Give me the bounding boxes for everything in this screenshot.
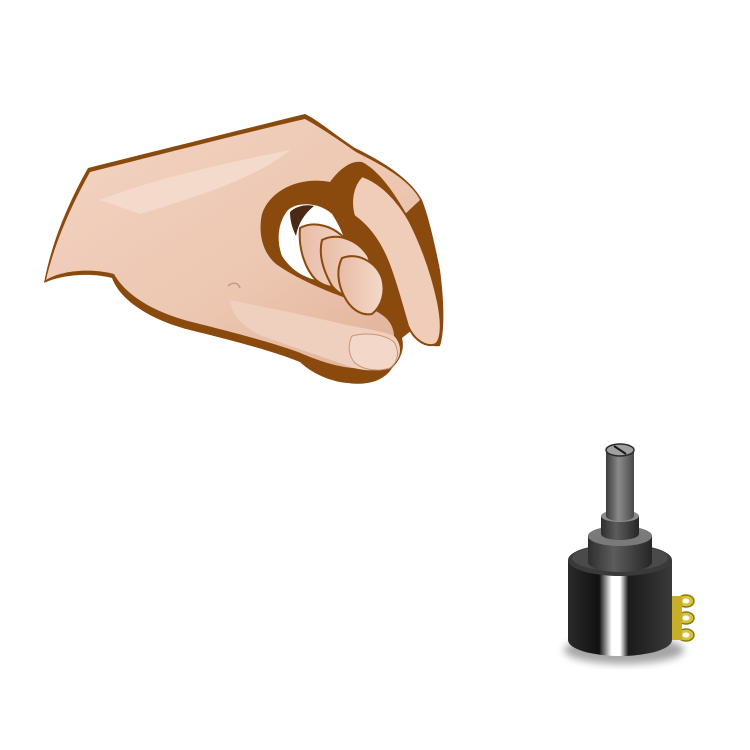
illustration-canvas	[44, 114, 695, 664]
rotary-potentiometer-icon	[564, 443, 695, 664]
pinching-hand-icon	[44, 114, 444, 384]
